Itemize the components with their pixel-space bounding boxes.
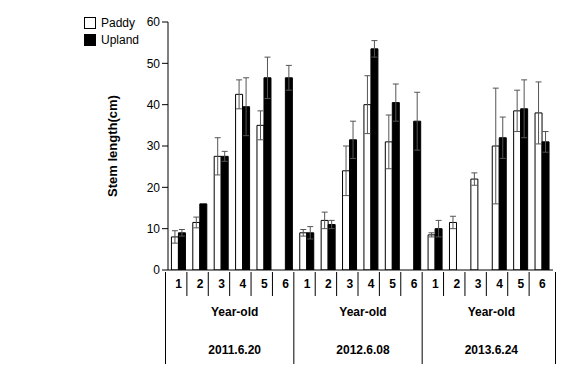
svg-text:3: 3	[475, 277, 482, 291]
svg-text:5: 5	[261, 277, 268, 291]
svg-text:1: 1	[432, 277, 439, 291]
svg-text:40: 40	[147, 98, 161, 112]
svg-text:1: 1	[175, 277, 182, 291]
svg-text:2: 2	[325, 277, 332, 291]
html-text:Upland: Upland	[101, 33, 139, 47]
svg-text:6: 6	[282, 277, 289, 291]
svg-text:0: 0	[153, 263, 160, 277]
svg-text:50: 50	[147, 57, 161, 71]
html-text:Paddy: Paddy	[101, 16, 135, 30]
svg-text:2013.6.24: 2013.6.24	[465, 343, 519, 357]
svg-text:2012.6.08: 2012.6.08	[336, 343, 390, 357]
svg-text:Year-old: Year-old	[211, 305, 258, 319]
svg-text:6: 6	[539, 277, 546, 291]
svg-text:3: 3	[218, 277, 225, 291]
svg-text:2: 2	[197, 277, 204, 291]
svg-text:Year-old: Year-old	[339, 305, 386, 319]
svg-text:2011.6.20: 2011.6.20	[208, 343, 261, 357]
svg-text:6: 6	[411, 277, 418, 291]
svg-text:1: 1	[304, 277, 311, 291]
svg-text:60: 60	[147, 15, 161, 29]
svg-text:5: 5	[389, 277, 396, 291]
svg-text:4: 4	[496, 277, 503, 291]
svg-text:20: 20	[147, 181, 161, 195]
svg-text:4: 4	[240, 277, 247, 291]
svg-text:Year-old: Year-old	[468, 305, 515, 319]
svg-text:Stem length(cm): Stem length(cm)	[105, 95, 120, 197]
svg-text:2: 2	[453, 277, 460, 291]
svg-text:5: 5	[518, 277, 525, 291]
svg-text:10: 10	[147, 222, 161, 236]
svg-text:4: 4	[368, 277, 375, 291]
svg-text:3: 3	[346, 277, 353, 291]
svg-text:30: 30	[147, 139, 161, 153]
